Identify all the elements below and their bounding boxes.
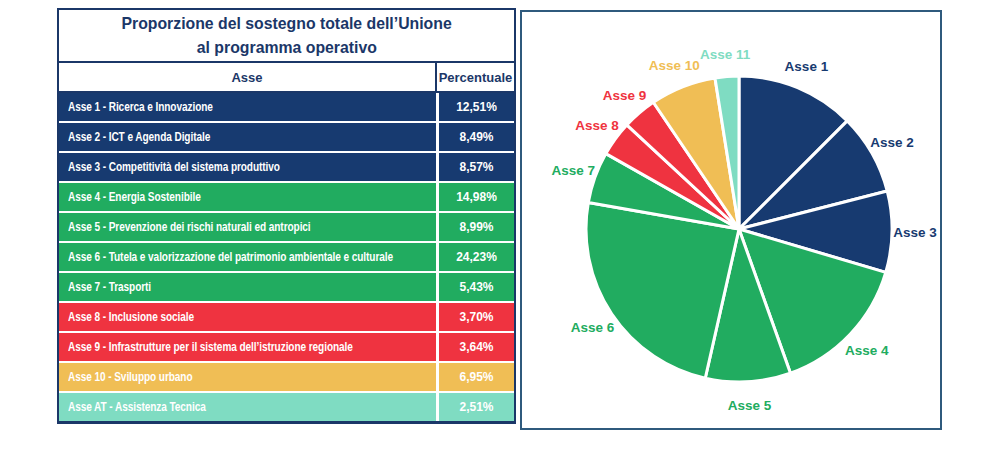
pie-slice-label-asse-2: Asse 2 xyxy=(870,134,914,149)
column-header-asse: Asse xyxy=(59,63,435,91)
table-body: Asse 1 - Ricerca e Innovazione12,51%Asse… xyxy=(57,93,516,424)
asse-cell: Asse 5 - Prevenzione dei rischi naturali… xyxy=(59,213,436,241)
table-row: Asse 6 - Tutela e valorizzazione del pat… xyxy=(59,243,514,273)
percent-cell: 12,51% xyxy=(436,93,514,121)
percent-cell: 2,51% xyxy=(436,393,514,421)
percent-cell: 8,57% xyxy=(436,153,514,181)
support-proportion-table: Proporzione del sostegno totale dell’Uni… xyxy=(57,8,516,424)
pie-slice-label-asse-8: Asse 8 xyxy=(575,118,619,133)
percent-cell: 3,70% xyxy=(436,303,514,331)
table-title-line1: Proporzione del sostegno totale dell’Uni… xyxy=(121,12,451,36)
pie-slice-label-asse-4: Asse 4 xyxy=(845,342,889,357)
pie-slice-label-asse-3: Asse 3 xyxy=(893,225,937,240)
pie-slice-label-asse-9: Asse 9 xyxy=(603,88,647,103)
asse-cell: Asse 10 - Sviluppo urbano xyxy=(59,363,436,391)
table-row: Asse 5 - Prevenzione dei rischi naturali… xyxy=(59,213,514,243)
pie-slice-label-asse-7: Asse 7 xyxy=(552,162,596,177)
percent-cell: 3,64% xyxy=(436,333,514,361)
percent-cell: 8,49% xyxy=(436,123,514,151)
pie-slice-label-asse-11: Asse 11 xyxy=(700,46,750,61)
table-title-line2: al programma operativo xyxy=(196,36,376,60)
percent-cell: 8,99% xyxy=(436,213,514,241)
column-header-percentuale: Percentuale xyxy=(435,63,514,91)
asse-cell: Asse 1 - Ricerca e Innovazione xyxy=(59,93,436,121)
table-header-row: Asse Percentuale xyxy=(57,63,516,93)
table-row: Asse AT - Assistenza Tecnica2,51% xyxy=(59,393,514,421)
table-row: Asse 1 - Ricerca e Innovazione12,51% xyxy=(59,93,514,123)
table-row: Asse 4 - Energia Sostenibile14,98% xyxy=(59,183,514,213)
percent-cell: 14,98% xyxy=(436,183,514,211)
table-row: Asse 10 - Sviluppo urbano6,95% xyxy=(59,363,514,393)
table-row: Asse 3 - Competitività del sistema produ… xyxy=(59,153,514,183)
table-row: Asse 9 - Infrastrutture per il sistema d… xyxy=(59,333,514,363)
pie-slice-label-asse-1: Asse 1 xyxy=(785,59,829,74)
infographic-canvas: Proporzione del sostegno totale dell’Uni… xyxy=(0,0,998,453)
pie-chart xyxy=(522,12,940,428)
table-title: Proporzione del sostegno totale dell’Uni… xyxy=(57,8,516,63)
percent-cell: 24,23% xyxy=(436,243,514,271)
pie-slice-label-asse-6: Asse 6 xyxy=(571,319,615,334)
asse-cell: Asse 4 - Energia Sostenibile xyxy=(59,183,436,211)
percent-cell: 6,95% xyxy=(436,363,514,391)
percent-cell: 5,43% xyxy=(436,273,514,301)
asse-cell: Asse 3 - Competitività del sistema produ… xyxy=(59,153,436,181)
pie-slice-label-asse-10: Asse 10 xyxy=(649,58,700,73)
pie-chart-panel: Asse 1 Asse 2 Asse 3 Asse 4 Asse 5 Asse 6 Asse… xyxy=(520,10,942,430)
asse-cell: Asse AT - Assistenza Tecnica xyxy=(59,393,436,421)
asse-cell: Asse 9 - Infrastrutture per il sistema d… xyxy=(59,333,436,361)
table-row: Asse 2 - ICT e Agenda Digitale8,49% xyxy=(59,123,514,153)
table-row: Asse 7 - Trasporti5,43% xyxy=(59,273,514,303)
asse-cell: Asse 2 - ICT e Agenda Digitale xyxy=(59,123,436,151)
table-row: Asse 8 - Inclusione sociale3,70% xyxy=(59,303,514,333)
pie-slice-label-asse-5: Asse 5 xyxy=(728,397,772,412)
asse-cell: Asse 8 - Inclusione sociale xyxy=(59,303,436,331)
asse-cell: Asse 7 - Trasporti xyxy=(59,273,436,301)
asse-cell: Asse 6 - Tutela e valorizzazione del pat… xyxy=(59,243,436,271)
